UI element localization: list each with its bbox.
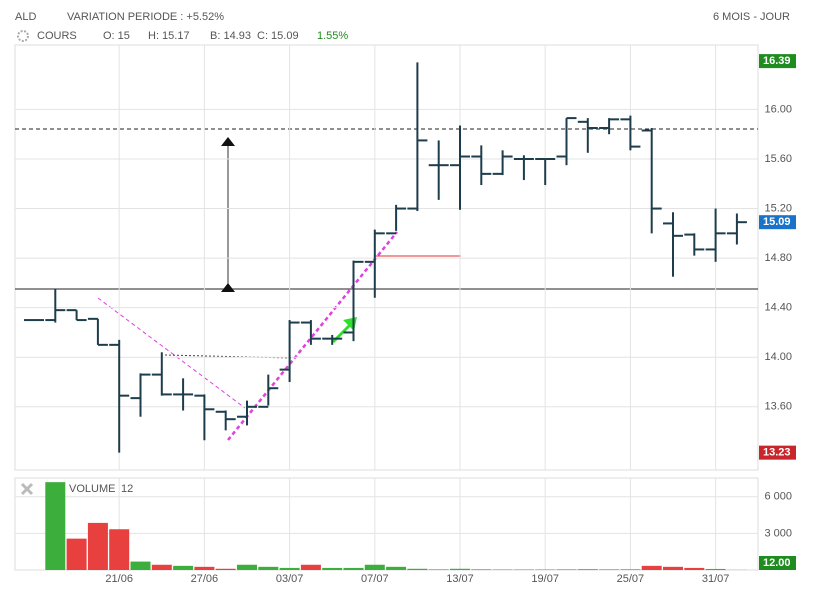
price-marker <box>759 215 796 230</box>
legend-low: B: 14.93 <box>210 30 251 42</box>
volume-marker-label: 12.00 <box>763 557 791 569</box>
volume-bar <box>684 567 705 570</box>
y-tick-label: 3 000 <box>764 527 792 539</box>
price-marker <box>759 445 796 460</box>
volume-bar <box>279 567 300 570</box>
volume-bar <box>386 566 407 570</box>
price-marker-label: 13.23 <box>763 447 791 459</box>
legend-open: O: 15 <box>103 30 130 42</box>
volume-bar <box>215 568 236 570</box>
symbol: ALD <box>15 11 36 23</box>
x-tick-label: 13/07 <box>446 573 474 585</box>
volume-bar <box>130 561 151 570</box>
volume-bar <box>577 569 598 570</box>
volume-bar <box>641 565 662 570</box>
variation: VARIATION PERIODE : +5.52% <box>67 11 224 23</box>
volume-bar <box>599 569 620 570</box>
volume-bar <box>300 564 321 570</box>
price-marker-label: 16.39 <box>763 55 791 67</box>
volume-marker <box>759 556 796 570</box>
volume-bar <box>620 569 641 570</box>
volume-bar <box>556 569 577 570</box>
volume-current: 12 <box>121 483 133 495</box>
period: 6 MOIS - JOUR <box>713 11 790 23</box>
annotation <box>97 297 246 409</box>
volume-bar <box>258 566 279 570</box>
price-panel <box>14 44 759 471</box>
x-tick-label: 07/07 <box>361 573 389 585</box>
y-tick-label: 14.40 <box>764 302 792 314</box>
x-tick-label: 03/07 <box>276 573 304 585</box>
y-tick-label: 14.80 <box>764 252 792 264</box>
x-tick-label: 25/07 <box>617 573 645 585</box>
volume-bar <box>194 566 215 570</box>
legend-name: COURS <box>37 30 77 42</box>
legend-close: C: 15.09 <box>257 30 299 42</box>
y-tick-label: 16.00 <box>764 103 792 115</box>
volume-bar <box>343 567 364 570</box>
legend-high: H: 15.17 <box>148 30 190 42</box>
volume-bar <box>45 482 66 570</box>
volume-bar <box>428 569 449 570</box>
volume-title: VOLUME <box>69 483 115 495</box>
y-tick-label: 6 000 <box>764 491 792 503</box>
volume-bar <box>471 569 492 570</box>
settings-icon[interactable] <box>17 30 29 42</box>
annotation <box>227 231 398 441</box>
volume-bar <box>705 568 726 570</box>
x-tick-label: 27/06 <box>191 573 219 585</box>
drawings <box>15 128 758 441</box>
volume-bar <box>322 567 343 570</box>
volume-bar <box>87 522 108 570</box>
volume-bar <box>407 568 428 570</box>
volume-bar <box>663 566 683 570</box>
x-tick-label: 31/07 <box>702 573 730 585</box>
price-marker <box>759 54 796 69</box>
y-tick-label: 14.00 <box>764 351 792 363</box>
y-tick-label: 15.60 <box>764 153 792 165</box>
volume-bar <box>66 538 87 570</box>
volume-bar <box>450 568 470 570</box>
volume-bar <box>237 564 257 570</box>
volume-bar <box>151 564 172 570</box>
price-marker-label: 15.09 <box>763 216 791 228</box>
volume-bar <box>109 529 130 570</box>
close-icon[interactable] <box>20 482 34 496</box>
volume-bar <box>173 565 194 570</box>
x-tick-label: 19/07 <box>531 573 559 585</box>
x-tick-label: 21/06 <box>105 573 133 585</box>
volume-bar <box>364 564 385 570</box>
y-tick-label: 13.60 <box>764 401 792 413</box>
legend-change: 1.55% <box>317 30 348 42</box>
y-tick-label: 15.20 <box>764 202 792 214</box>
